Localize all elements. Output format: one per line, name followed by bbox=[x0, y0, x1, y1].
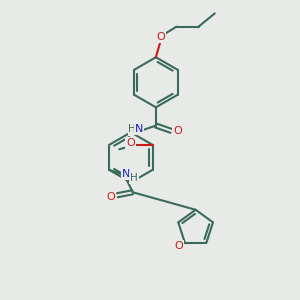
Text: N: N bbox=[135, 124, 143, 134]
Text: O: O bbox=[174, 241, 183, 251]
Text: O: O bbox=[106, 192, 115, 202]
Text: N: N bbox=[122, 169, 130, 179]
Text: O: O bbox=[173, 126, 182, 136]
Text: H: H bbox=[128, 124, 136, 134]
Text: O: O bbox=[156, 32, 165, 42]
Text: O: O bbox=[126, 138, 135, 148]
Text: H: H bbox=[130, 173, 138, 183]
